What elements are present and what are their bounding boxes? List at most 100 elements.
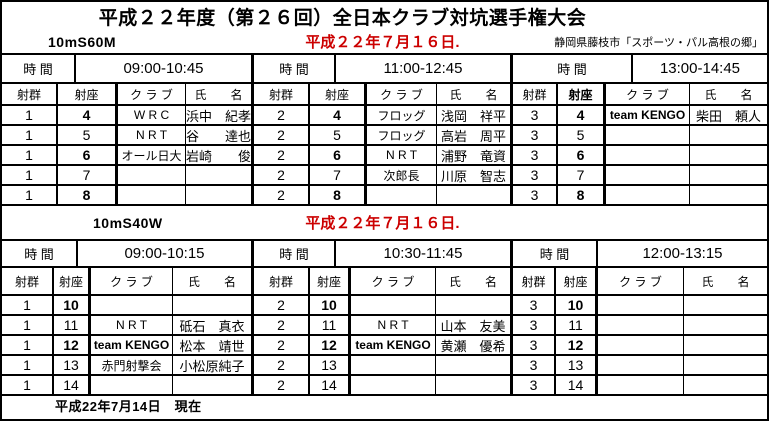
cell-club: N R T (91, 316, 173, 334)
cell-club (598, 296, 684, 314)
cell-name (690, 186, 767, 204)
cell-group: 2 (254, 166, 310, 184)
cell-group: 1 (2, 106, 58, 124)
col-header-club: ク ラ ブ (367, 84, 437, 104)
cell-club: N R T (367, 146, 437, 164)
cell-group: 3 (513, 336, 556, 354)
cell-club (118, 166, 186, 184)
cell-club: フロッグ (367, 126, 437, 144)
cell-club: フロッグ (367, 106, 437, 124)
session-header-row: 時 間 09:00-10:45 時 間 11:00-12:45 時 間 13:0… (2, 55, 767, 84)
time-header: 時 間 (513, 55, 633, 82)
cell-position: 13 (310, 356, 351, 374)
cell-name: 谷 達也 (186, 126, 254, 144)
cell-position: 13 (556, 356, 598, 374)
col-header-club: ク ラ ブ (351, 268, 436, 294)
col-header-group: 射群 (2, 84, 58, 104)
event-date: 平成２２年７月１６日. (305, 34, 460, 51)
table-10ms60m: 時 間 09:00-10:45 時 間 11:00-12:45 時 間 13:0… (2, 55, 767, 206)
cell-name (436, 296, 513, 314)
cell-club (351, 296, 436, 314)
col-header-position: 射座 (310, 84, 367, 104)
cell-position: 14 (556, 376, 598, 394)
cell-position: 8 (310, 186, 367, 204)
col-header-club: ク ラ ブ (606, 84, 690, 104)
cell-name (690, 126, 767, 144)
cell-name (437, 186, 513, 204)
column-header-row: 射群 射座 ク ラ ブ 氏 名 射群 射座 ク ラ ブ 氏 名 射群 射座 ク … (2, 84, 767, 106)
cell-name: 浜中 紀孝 (186, 106, 254, 124)
cell-position: 12 (556, 336, 598, 354)
cell-position: 4 (58, 106, 118, 124)
cell-group: 3 (513, 186, 558, 204)
cell-club (118, 186, 186, 204)
cell-club (598, 376, 684, 394)
col-header-name: 氏 名 (173, 268, 254, 294)
cell-club: オール日大 (118, 146, 186, 164)
time-header: 時 間 (513, 241, 598, 266)
col-header-position: 射座 (556, 268, 598, 294)
cell-name (684, 336, 767, 354)
time-header: 時 間 (2, 241, 78, 266)
cell-club: 次郎長 (367, 166, 437, 184)
cell-club: team KENGO (351, 336, 436, 354)
session-time: 09:00-10:15 (78, 241, 254, 266)
col-header-name: 氏 名 (701, 274, 750, 289)
cell-group: 2 (254, 106, 310, 124)
cell-position: 4 (310, 106, 367, 124)
col-header-group: 射群 (513, 268, 556, 294)
page-title: 平成２２年度（第２６回）全日本クラブ対坑選手権大会 (98, 7, 587, 29)
cell-name: 高岩 周平 (437, 126, 513, 144)
cell-club (91, 296, 173, 314)
cell-group: 2 (254, 336, 310, 354)
event-date: 平成２２年７月１６日. (305, 215, 460, 232)
cell-group: 2 (254, 316, 310, 334)
cell-club (606, 146, 690, 164)
table-row: 1 8 2 8 3 8 (2, 186, 767, 206)
cell-name (436, 376, 513, 394)
table-row: 1 6 オール日大 岩崎 俊 2 6 N R T 浦野 竜資 3 6 (2, 146, 767, 166)
cell-name (690, 166, 767, 184)
col-header-name: 氏 名 (704, 87, 753, 102)
cell-name (684, 296, 767, 314)
cell-position: 8 (558, 186, 606, 204)
cell-position: 6 (310, 146, 367, 164)
table-row: 1 14 2 14 3 14 (2, 376, 767, 396)
cell-group: 1 (2, 146, 58, 164)
cell-group: 2 (254, 146, 310, 164)
cell-group: 1 (2, 166, 58, 184)
col-header-club: ク ラ ブ (598, 268, 684, 294)
col-header-name: 氏 名 (186, 84, 254, 104)
table-row: 1 4 W R C 浜中 紀孝 2 4 フロッグ 浅岡 祥平 3 4 team … (2, 106, 767, 126)
cell-name: 黄瀬 優希 (436, 336, 513, 354)
table-row: 1 10 2 10 3 10 (2, 296, 767, 316)
cell-group: 3 (513, 376, 556, 394)
time-header: 時 間 (254, 241, 336, 266)
cell-position: 7 (310, 166, 367, 184)
cell-position: 5 (58, 126, 118, 144)
table-row: 1 5 N R T 谷 達也 2 5 フロッグ 高岩 周平 3 5 (2, 126, 767, 146)
cell-position: 8 (58, 186, 118, 204)
col-header-club: ク ラ ブ (118, 84, 186, 104)
cell-group: 1 (2, 376, 54, 394)
cell-group: 3 (513, 166, 558, 184)
cell-club (367, 186, 437, 204)
cell-group: 1 (2, 296, 54, 314)
cell-group: 1 (2, 186, 58, 204)
col-header-position: 射座 (558, 84, 606, 104)
session-header-row: 時 間 09:00-10:15 時 間 10:30-11:45 時 間 12:0… (2, 241, 767, 268)
column-header-row: 射群 射座 ク ラ ブ 氏 名 射群 射座 ク ラ ブ 氏 名 射群 射座 ク … (2, 268, 767, 296)
col-header-position: 射座 (54, 268, 91, 294)
footer-row: 平成22年7月14日 現在 (2, 396, 767, 415)
cell-name (173, 296, 254, 314)
col-header-name: 氏 名 (436, 268, 513, 294)
cell-name (690, 146, 767, 164)
cell-club (598, 316, 684, 334)
cell-name: 浦野 竜資 (437, 146, 513, 164)
cell-club (598, 336, 684, 354)
cell-position: 11 (310, 316, 351, 334)
cell-group: 2 (254, 126, 310, 144)
cell-club (351, 376, 436, 394)
col-header-group: 射群 (2, 268, 54, 294)
cell-group: 3 (513, 356, 556, 374)
